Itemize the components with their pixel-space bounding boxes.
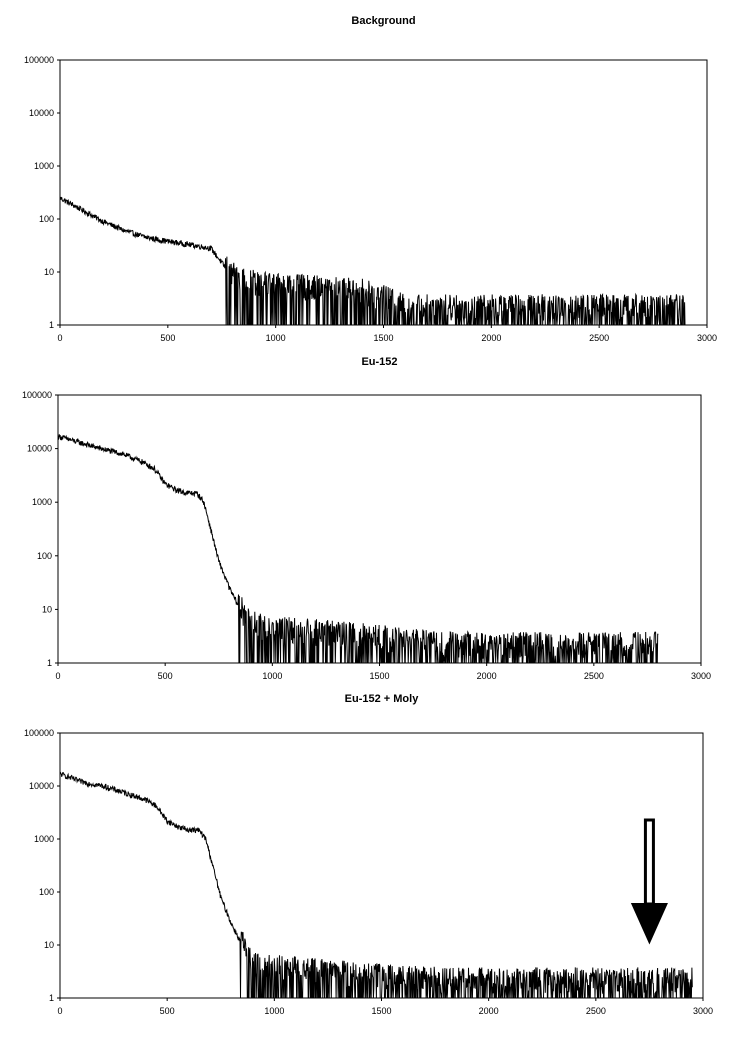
x-tick-label: 3000	[691, 671, 711, 681]
x-tick-label: 500	[160, 1006, 175, 1016]
y-tick-label: 10	[42, 604, 52, 614]
spectrum-series-line	[59, 771, 693, 999]
x-tick-label: 1500	[369, 671, 389, 681]
x-tick-label: 1000	[266, 333, 286, 343]
y-tick-label: 1000	[34, 161, 54, 171]
chart-title: Eu-152 + Moly	[345, 693, 420, 705]
y-tick-label: 100000	[22, 390, 52, 400]
x-tick-label: 2000	[479, 1006, 499, 1016]
x-tick-label: 2000	[477, 671, 497, 681]
x-tick-label: 0	[57, 1006, 62, 1016]
y-tick-label: 100000	[24, 728, 54, 738]
x-tick-label: 3000	[697, 333, 717, 343]
plot-area	[57, 394, 702, 664]
chart-title: Eu-152	[361, 356, 397, 368]
down-arrow-icon	[630, 818, 668, 945]
plot-area	[59, 732, 704, 999]
chart-panel-2: Eu-152 1 10 100 1000 10000 100000 0 500 1000 1500 2…	[22, 356, 711, 681]
x-tick-label: 1500	[373, 333, 393, 343]
y-tick-label: 100	[39, 887, 54, 897]
x-tick-label: 0	[55, 671, 60, 681]
x-tick-label: 1000	[264, 1006, 284, 1016]
x-tick-label: 2000	[481, 333, 501, 343]
x-tick-label: 500	[158, 671, 173, 681]
y-tick-label: 100	[39, 214, 54, 224]
spectrum-series-line	[57, 434, 659, 664]
x-tick-label: 2500	[586, 1006, 606, 1016]
x-tick-label: 1500	[371, 1006, 391, 1016]
chart-title: Background	[351, 15, 415, 27]
y-tick-label: 1	[49, 320, 54, 330]
y-tick-label: 1000	[34, 834, 54, 844]
x-tick-label: 500	[160, 333, 175, 343]
chart-panel-3: Eu-152 + Moly 1 10 100 1000 10000 100000 0 500 10…	[24, 693, 713, 1016]
chart-panel-1: Background 1 10 100 1000 10000 100000 0 500 1000 1…	[24, 15, 717, 343]
y-tick-label: 10	[44, 940, 54, 950]
y-tick-label: 100000	[24, 55, 54, 65]
spectrum-series-line	[59, 196, 686, 326]
y-tick-label: 10000	[29, 108, 54, 118]
x-tick-label: 2500	[589, 333, 609, 343]
y-tick-label: 1	[49, 993, 54, 1003]
x-tick-label: 3000	[693, 1006, 713, 1016]
y-tick-label: 10000	[29, 781, 54, 791]
x-tick-label: 1000	[262, 671, 282, 681]
y-tick-label: 1	[47, 658, 52, 668]
x-tick-label: 0	[57, 333, 62, 343]
y-tick-label: 10000	[27, 444, 52, 454]
y-tick-label: 100	[37, 551, 52, 561]
y-tick-label: 1000	[32, 497, 52, 507]
x-tick-label: 2500	[584, 671, 604, 681]
y-tick-label: 10	[44, 267, 54, 277]
